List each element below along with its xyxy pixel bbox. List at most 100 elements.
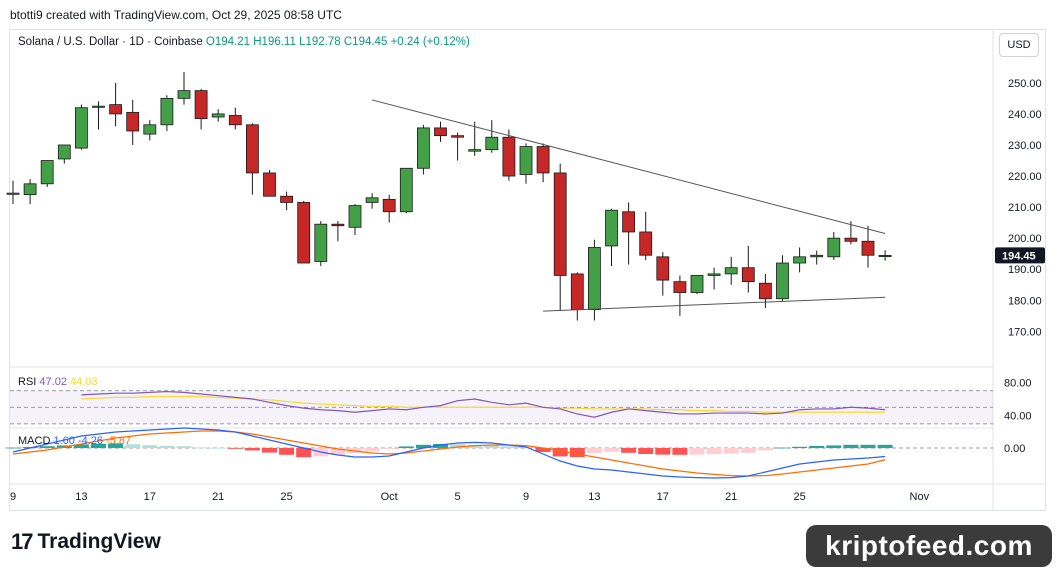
trendlines-layer: [371, 99, 886, 312]
rsi-pane: [10, 390, 993, 425]
candle-body: [690, 275, 704, 293]
price-tick-label: 200.00: [1008, 233, 1042, 245]
rsi-ma-value: 44.03: [70, 376, 98, 388]
candle-body: [673, 281, 687, 293]
candle-body: [177, 90, 191, 99]
time-tick-label: 21: [725, 491, 737, 503]
macd-histogram-bar: [279, 448, 295, 455]
macd-signal-line: [12, 430, 886, 477]
candle-body: [280, 195, 294, 203]
candle-body: [741, 267, 755, 283]
macd-histogram-bar: [125, 444, 141, 448]
rsi-legend: RSI 47.02 44.03: [18, 376, 98, 388]
candle-body: [759, 282, 772, 300]
macd-histogram-bar: [210, 447, 226, 449]
macd-hist-value: 1.60: [53, 435, 75, 447]
candle-body: [160, 97, 174, 126]
macd-histogram-bar: [501, 446, 517, 448]
candle-body: [861, 240, 875, 256]
signal-value: -5.87: [106, 435, 132, 447]
candle-body: [468, 149, 482, 152]
candle-body: [92, 105, 105, 108]
macd-histogram-bar: [775, 447, 790, 449]
candle-body: [228, 115, 242, 126]
candle-body: [519, 146, 533, 175]
candle-body: [23, 183, 37, 196]
macd-histogram-bar: [860, 444, 876, 448]
candle-body: [75, 107, 88, 149]
macd-histogram-bar: [877, 444, 893, 448]
price-tick-label: 220.00: [1008, 171, 1042, 183]
candle-body: [588, 247, 601, 311]
time-tick-label: 17: [657, 491, 669, 503]
macd-histogram-bar: [740, 448, 756, 453]
rsi-tick-label: 80.00: [1004, 377, 1032, 389]
macd-histogram-bar: [672, 448, 688, 455]
macd-histogram-bar: [826, 445, 842, 448]
candle-body: [6, 192, 20, 195]
time-tick-label: 5: [455, 491, 461, 503]
macd-histogram-bar: [296, 448, 312, 458]
candle-body: [570, 273, 584, 311]
candle-body: [434, 127, 447, 137]
macd-histogram-bar: [450, 444, 466, 448]
macd-histogram-bar: [142, 445, 158, 448]
candle-body: [878, 255, 892, 258]
macd-histogram-bar: [809, 446, 825, 448]
currency-button[interactable]: USD: [999, 33, 1039, 57]
macd-histogram-bar: [552, 448, 568, 457]
time-tick-label: Nov: [910, 491, 930, 503]
macd-pane: [5, 427, 993, 479]
candle-body: [502, 136, 516, 177]
macd-histogram-bar: [39, 446, 55, 448]
macd-histogram-bar: [569, 448, 585, 457]
macd-histogram-bar: [381, 448, 397, 449]
candle-body: [810, 254, 824, 258]
macd-histogram-bar: [227, 448, 243, 449]
candle-body: [263, 172, 276, 197]
rsi-value: 47.02: [39, 376, 67, 388]
tradingview-logo[interactable]: 17 TradingView: [11, 529, 161, 555]
macd-tick-label: 0.00: [1004, 443, 1025, 455]
candle-body: [639, 231, 653, 256]
candle-body: [605, 209, 618, 247]
candle-body: [622, 211, 635, 233]
macd-histogram-bar: [843, 444, 859, 448]
candle-body: [451, 135, 465, 138]
candle-body: [331, 223, 345, 227]
open-value: O194.21: [205, 36, 251, 48]
candle-body: [536, 146, 550, 174]
candle-body: [827, 237, 841, 258]
rsi-label: RSI: [18, 376, 37, 388]
time-tick-label: 13: [75, 491, 87, 503]
rsi-ma-line: [81, 395, 886, 413]
time-tick-label: 25: [793, 491, 805, 503]
candle-body: [776, 262, 789, 300]
candle-body: [297, 202, 311, 264]
macd-label: MACD: [18, 435, 51, 447]
candle-body: [143, 124, 157, 135]
candle-body: [57, 144, 71, 160]
macd-histogram-bar: [73, 444, 89, 448]
candle-body: [656, 256, 670, 281]
macd-histogram-bar: [757, 448, 773, 451]
time-tick-label: 9: [10, 491, 16, 503]
candle-body: [724, 267, 738, 275]
rsi-tick-label: 40.00: [1004, 411, 1032, 423]
macd-histogram-bar: [655, 448, 671, 455]
candle-body: [194, 90, 208, 119]
candle-body: [416, 127, 430, 169]
macd-value: -4.26: [77, 435, 104, 447]
tradingview-logo-text: TradingView: [37, 530, 161, 553]
macd-histogram-bar: [535, 448, 551, 452]
macd-histogram-bar: [484, 445, 500, 448]
candle-body: [382, 198, 396, 213]
tradingview-logo-icon: 17: [11, 529, 34, 554]
price-tick-label: 210.00: [1008, 202, 1042, 214]
candle-body: [553, 172, 567, 276]
candle-body: [126, 111, 140, 132]
time-tick-label: 13: [588, 491, 600, 503]
trendline: [543, 296, 886, 312]
macd-histogram-bar: [193, 447, 209, 449]
